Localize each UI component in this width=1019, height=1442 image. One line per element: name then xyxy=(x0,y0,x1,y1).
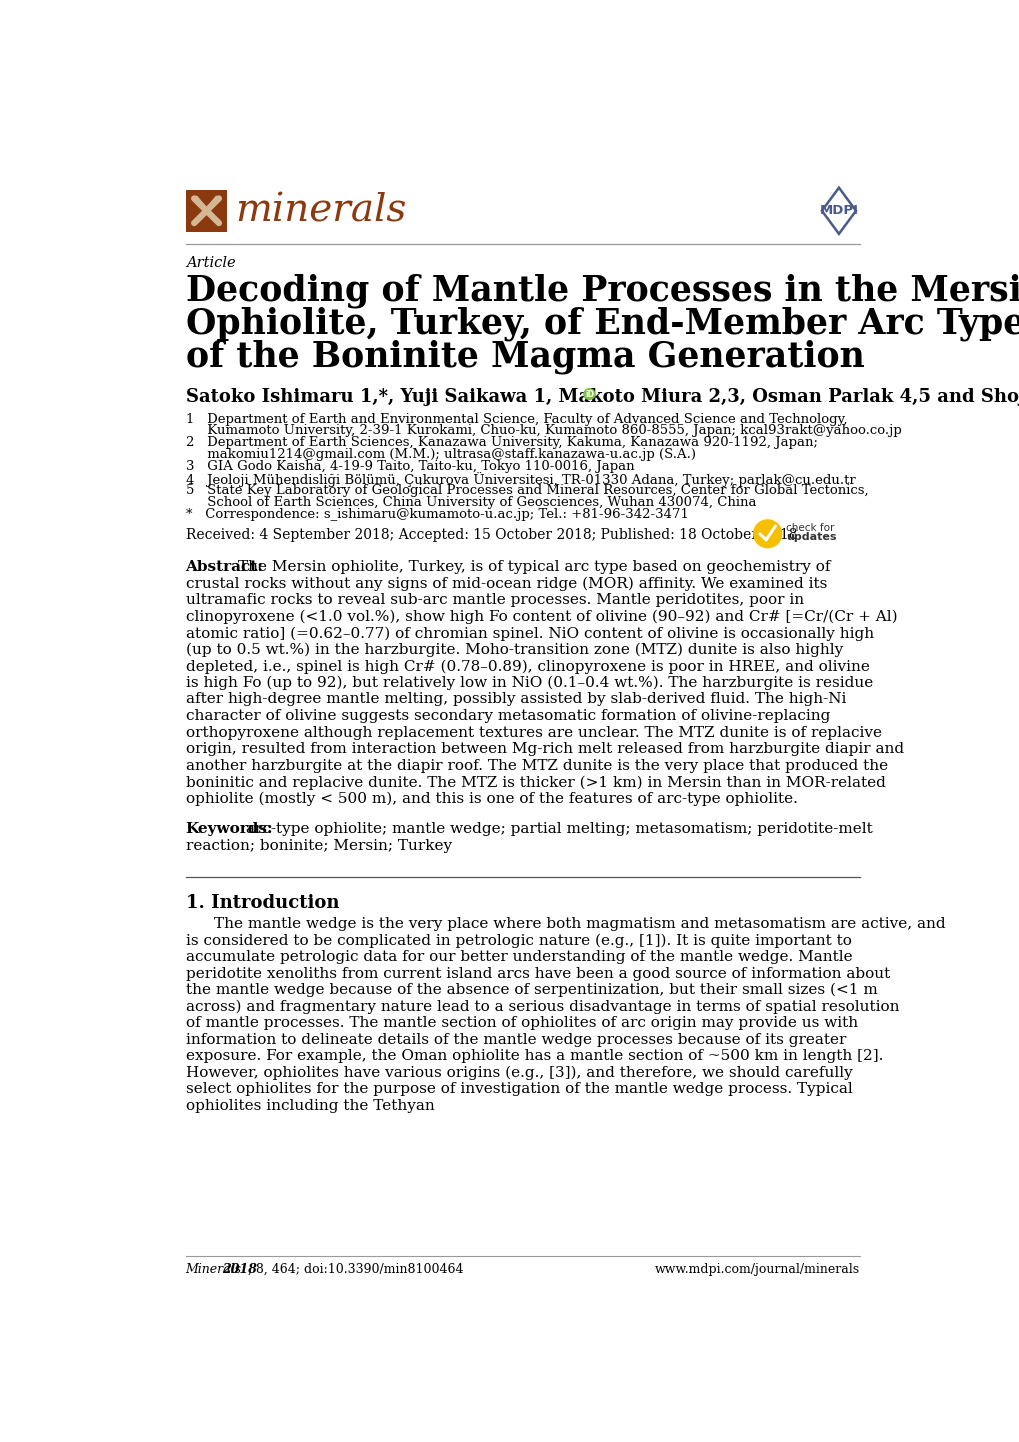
Text: is high Fo (up to 92), but relatively low in NiO (0.1–0.4 wt.%). The harzburgite: is high Fo (up to 92), but relatively lo… xyxy=(185,676,872,691)
Text: updates: updates xyxy=(786,532,836,542)
Text: (up to 0.5 wt.%) in the harzburgite. Moho-transition zone (MTZ) dunite is also h: (up to 0.5 wt.%) in the harzburgite. Moh… xyxy=(185,643,842,658)
Text: 3   GIA Godo Kaisha, 4-19-9 Taito, Taito-ku, Tokyo 110-0016, Japan: 3 GIA Godo Kaisha, 4-19-9 Taito, Taito-k… xyxy=(185,460,634,473)
Text: select ophiolites for the purpose of investigation of the mantle wedge process. : select ophiolites for the purpose of inv… xyxy=(185,1083,852,1096)
Text: 2018: 2018 xyxy=(222,1263,257,1276)
Text: Article: Article xyxy=(185,257,235,270)
Text: 1   Department of Earth and Environmental Science, Faculty of Advanced Science a: 1 Department of Earth and Environmental … xyxy=(185,412,847,425)
Text: makomiu1214@gmail.com (M.M.); ultrasa@staff.kanazawa-u.ac.jp (S.A.): makomiu1214@gmail.com (M.M.); ultrasa@st… xyxy=(185,448,695,461)
Text: The mantle wedge is the very place where both magmatism and metasomatism are act: The mantle wedge is the very place where… xyxy=(213,917,945,932)
Text: Minerals: Minerals xyxy=(185,1263,246,1276)
Text: 2   Department of Earth Sciences, Kanazawa University, Kakuma, Kanazawa 920-1192: 2 Department of Earth Sciences, Kanazawa… xyxy=(185,437,817,450)
Text: ultramafic rocks to reveal sub-arc mantle processes. Mantle peridotites, poor in: ultramafic rocks to reveal sub-arc mantl… xyxy=(185,593,803,607)
Text: ophiolites including the Tethyan: ophiolites including the Tethyan xyxy=(185,1099,434,1113)
Text: minerals: minerals xyxy=(235,192,407,229)
Text: of the Boninite Magma Generation: of the Boninite Magma Generation xyxy=(185,339,863,373)
FancyBboxPatch shape xyxy=(185,190,227,232)
Text: Kumamoto University, 2-39-1 Kurokami, Chuo-ku, Kumamoto 860-8555, Japan; kcal93r: Kumamoto University, 2-39-1 Kurokami, Ch… xyxy=(185,424,901,437)
Text: origin, resulted from interaction between Mg-rich melt released from harzburgite: origin, resulted from interaction betwee… xyxy=(185,743,903,756)
Text: exposure. For example, the Oman ophiolite has a mantle section of ~500 km in len: exposure. For example, the Oman ophiolit… xyxy=(185,1050,882,1063)
Text: The Mersin ophiolite, Turkey, is of typical arc type based on geochemistry of: The Mersin ophiolite, Turkey, is of typi… xyxy=(238,559,830,574)
Text: across) and fragmentary nature lead to a serious disadvantage in terms of spatia: across) and fragmentary nature lead to a… xyxy=(185,999,898,1014)
Text: accumulate petrologic data for our better understanding of the mantle wedge. Man: accumulate petrologic data for our bette… xyxy=(185,950,852,963)
Text: clinopyroxene (<1.0 vol.%), show high Fo content of olivine (90–92) and Cr# [=Cr: clinopyroxene (<1.0 vol.%), show high Fo… xyxy=(185,610,897,624)
Text: 5   State Key Laboratory of Geological Processes and Mineral Resources, Center f: 5 State Key Laboratory of Geological Pro… xyxy=(185,485,867,497)
Text: www.mdpi.com/journal/minerals: www.mdpi.com/journal/minerals xyxy=(654,1263,859,1276)
Text: Abstract:: Abstract: xyxy=(185,559,263,574)
Text: 4   Jeoloji Mühendisliği Bölümü, Çukurova Üniversitesi, TR-01330 Adana, Turkey; : 4 Jeoloji Mühendisliği Bölümü, Çukurova … xyxy=(185,472,855,487)
Text: orthopyroxene although replacement textures are unclear. The MTZ dunite is of re: orthopyroxene although replacement textu… xyxy=(185,725,880,740)
Text: Ophiolite, Turkey, of End-Member Arc Type: Location: Ophiolite, Turkey, of End-Member Arc Typ… xyxy=(185,306,1019,340)
Text: School of Earth Sciences, China University of Geosciences, Wuhan 430074, China: School of Earth Sciences, China Universi… xyxy=(185,496,755,509)
Text: another harzburgite at the diapir roof. The MTZ dunite is the very place that pr: another harzburgite at the diapir roof. … xyxy=(185,758,887,773)
Text: crustal rocks without any signs of mid-ocean ridge (MOR) affinity. We examined i: crustal rocks without any signs of mid-o… xyxy=(185,577,826,591)
Text: arc-type ophiolite; mantle wedge; partial melting; metasomatism; peridotite-melt: arc-type ophiolite; mantle wedge; partia… xyxy=(246,822,872,836)
Text: 1. Introduction: 1. Introduction xyxy=(185,894,338,911)
Text: peridotite xenoliths from current island arcs have been a good source of informa: peridotite xenoliths from current island… xyxy=(185,966,889,981)
Text: Received: 4 September 2018; Accepted: 15 October 2018; Published: 18 October 201: Received: 4 September 2018; Accepted: 15… xyxy=(185,528,796,542)
Text: MDPI: MDPI xyxy=(818,205,858,218)
Text: character of olivine suggests secondary metasomatic formation of olivine-replaci: character of olivine suggests secondary … xyxy=(185,709,829,722)
Circle shape xyxy=(584,389,594,399)
Circle shape xyxy=(753,521,781,548)
Text: is considered to be complicated in petrologic nature (e.g., [1]). It is quite im: is considered to be complicated in petro… xyxy=(185,933,851,947)
Text: *   Correspondence: s_ishimaru@kumamoto-u.ac.jp; Tel.: +81-96-342-3471: * Correspondence: s_ishimaru@kumamoto-u.… xyxy=(185,508,688,521)
Text: of mantle processes. The mantle section of ophiolites of arc origin may provide : of mantle processes. The mantle section … xyxy=(185,1017,857,1030)
Text: boninitic and replacive dunite. The MTZ is thicker (>1 km) in Mersin than in MOR: boninitic and replacive dunite. The MTZ … xyxy=(185,776,884,790)
Text: , 8, 464; doi:10.3390/min8100464: , 8, 464; doi:10.3390/min8100464 xyxy=(248,1263,463,1276)
Text: Decoding of Mantle Processes in the Mersin: Decoding of Mantle Processes in the Mers… xyxy=(185,273,1019,307)
Text: However, ophiolites have various origins (e.g., [3]), and therefore, we should c: However, ophiolites have various origins… xyxy=(185,1066,852,1080)
Text: information to delineate details of the mantle wedge processes because of its gr: information to delineate details of the … xyxy=(185,1032,845,1047)
Text: depleted, i.e., spinel is high Cr# (0.78–0.89), clinopyroxene is poor in HREE, a: depleted, i.e., spinel is high Cr# (0.78… xyxy=(185,659,868,673)
Text: ophiolite (mostly < 500 m), and this is one of the features of arc-type ophiolit: ophiolite (mostly < 500 m), and this is … xyxy=(185,792,797,806)
Text: reaction; boninite; Mersin; Turkey: reaction; boninite; Mersin; Turkey xyxy=(185,839,451,852)
Text: after high-degree mantle melting, possibly assisted by slab-derived fluid. The h: after high-degree mantle melting, possib… xyxy=(185,692,845,707)
Text: iD: iD xyxy=(584,389,593,398)
Text: Keywords:: Keywords: xyxy=(185,822,273,836)
Text: the mantle wedge because of the absence of serpentinization, but their small siz: the mantle wedge because of the absence … xyxy=(185,983,876,998)
Text: atomic ratio] (=0.62–0.77) of chromian spinel. NiO content of olivine is occasio: atomic ratio] (=0.62–0.77) of chromian s… xyxy=(185,626,873,640)
Text: Satoko Ishimaru 1,*, Yuji Saikawa 1, Makoto Miura 2,3, Osman Parlak 4,5 and Shoj: Satoko Ishimaru 1,*, Yuji Saikawa 1, Mak… xyxy=(185,388,1019,405)
Text: check for: check for xyxy=(786,523,834,534)
